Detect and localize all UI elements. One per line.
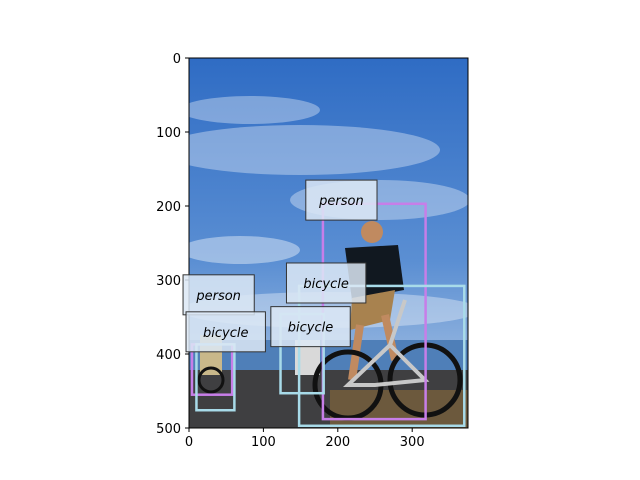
- y-tick-label: 500: [156, 422, 181, 437]
- x-tick-label: 0: [185, 435, 193, 450]
- axes-frame: [188, 57, 469, 429]
- x-tick-label: 100: [251, 435, 276, 450]
- bg-wheel: [197, 366, 225, 394]
- x-tick-label: 300: [400, 435, 425, 450]
- cloud: [189, 125, 440, 175]
- bicycle-label-box: [270, 306, 351, 348]
- person-label-box: [305, 179, 378, 221]
- bicycle-label-box: [185, 311, 266, 353]
- detection-boxes: person bicycle bicycle person bicycle: [182, 179, 466, 428]
- x-tick-label: 200: [325, 435, 350, 450]
- person-label: person: [195, 289, 241, 304]
- bicycle-label: bicycle: [288, 321, 333, 336]
- bicycle-bbox: [297, 284, 466, 428]
- bicycle-label: bicycle: [303, 277, 348, 292]
- y-tick-label: 400: [156, 348, 181, 363]
- y-tick-label: 200: [156, 200, 181, 215]
- cloud: [189, 236, 300, 264]
- rider-head: [361, 221, 383, 243]
- axis-ticks: 0 100 200 300 0 100 200 300 400 500: [156, 52, 424, 450]
- y-tick-label: 0: [173, 52, 181, 67]
- y-tick-label: 300: [156, 274, 181, 289]
- cloud: [189, 96, 320, 124]
- bicycle-label: bicycle: [203, 326, 248, 341]
- y-tick-label: 100: [156, 126, 181, 141]
- person-label: person: [318, 194, 364, 209]
- photo: [189, 58, 468, 428]
- person-label-box: [182, 274, 255, 316]
- bicycle-label-box: [285, 262, 367, 304]
